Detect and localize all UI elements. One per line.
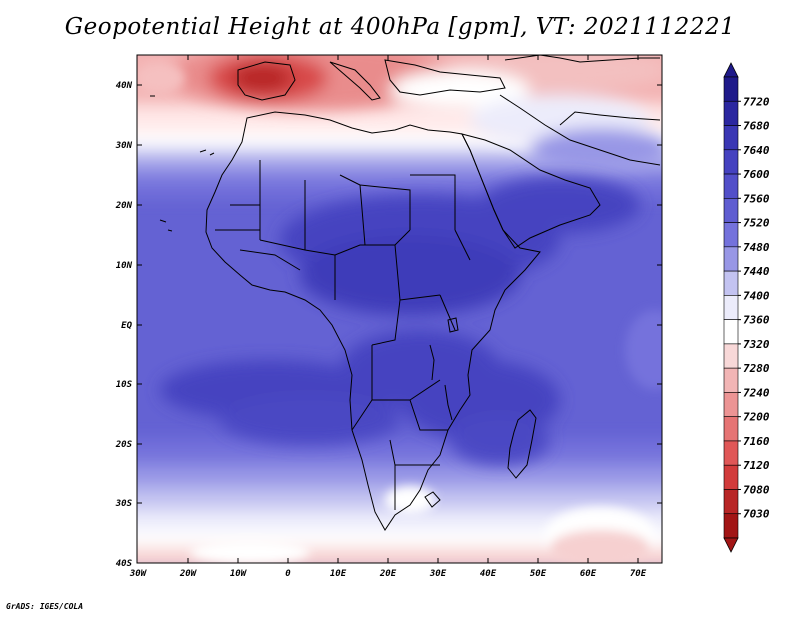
map-frame <box>136 54 663 564</box>
colorbar-label: 7600 <box>743 168 770 181</box>
lon-label: 20E <box>379 569 397 579</box>
lon-label: 70E <box>630 569 647 579</box>
latitude-axis: 40N 30N 20N 10N EQ 10S 20S 30S 40S <box>115 81 662 569</box>
colorbar-label: 7240 <box>743 386 770 399</box>
lat-label: 40S <box>116 559 133 569</box>
lon-label: 10W <box>230 569 248 579</box>
lon-label: 50E <box>530 569 547 579</box>
colorbar-label: 7360 <box>743 314 770 327</box>
colorbar-label: 7030 <box>743 508 770 521</box>
colorbar-swatch <box>723 440 739 466</box>
lat-label: 30S <box>115 499 133 509</box>
colorbar-swatch <box>723 100 739 126</box>
colorbar-label: 7720 <box>743 95 770 108</box>
lon-label: 20W <box>179 569 198 579</box>
colorbar-label: 7160 <box>743 435 770 448</box>
lat-label: 10N <box>116 261 133 271</box>
lat-label: 20N <box>115 201 133 211</box>
lon-label: 0 <box>285 569 291 579</box>
lon-label: 30E <box>429 569 447 579</box>
map-title: Geopotential Height at 400hPa [gpm], VT:… <box>64 14 736 40</box>
lon-label: 40E <box>480 569 497 579</box>
colorbar-label: 7120 <box>743 459 770 472</box>
colorbar-swatch <box>723 173 739 199</box>
colorbar-label: 7560 <box>743 192 770 205</box>
colorbar-swatch <box>723 367 739 393</box>
colorbar-bottom-arrow <box>723 537 739 553</box>
colorbar-label: 7320 <box>743 338 770 351</box>
lon-label: 10E <box>330 569 347 579</box>
colorbar-label: 7440 <box>743 265 770 278</box>
colorbar-swatch <box>723 319 739 345</box>
lat-label: 10S <box>116 380 133 390</box>
colorbar-label: 7640 <box>743 144 770 157</box>
colorbar-swatch <box>723 149 739 175</box>
colorbar-swatch <box>723 489 739 515</box>
colorbar-swatch <box>723 270 739 296</box>
lon-label: 60E <box>580 569 597 579</box>
colorbar-swatch <box>723 246 739 272</box>
colorbar-top-arrow <box>723 62 739 78</box>
coastlines <box>150 55 661 531</box>
colorbar-swatch <box>723 76 739 102</box>
height-field <box>137 55 662 563</box>
colorbar-label: 7280 <box>743 362 770 375</box>
colorbar-label: 7200 <box>743 411 770 424</box>
colorbar-swatch <box>723 416 739 442</box>
colorbar-swatch <box>723 222 739 248</box>
colorbar-swatch <box>723 392 739 417</box>
colorbar-label: 7520 <box>743 217 770 230</box>
colorbar-label: 7480 <box>743 241 770 254</box>
colorbar-swatch <box>723 513 739 539</box>
colorbar-label: 7400 <box>743 289 770 302</box>
lat-label: 30N <box>115 141 133 151</box>
longitude-axis: 30W 20W 10W 0 10E 20E 30E 40E 50E 60E 70… <box>129 55 647 579</box>
lat-label: 20S <box>115 440 133 450</box>
colorbar-swatch <box>723 295 739 320</box>
lon-label: 30W <box>129 569 148 579</box>
colorbar-swatch <box>723 343 739 369</box>
colorbar-label: 7680 <box>743 120 770 133</box>
grads-credit: GrADS: IGES/COLA <box>6 602 84 611</box>
colorbar-swatch <box>723 125 739 151</box>
colorbar-swatch <box>723 198 739 223</box>
colorbar-label: 7080 <box>743 483 770 496</box>
lat-label: 40N <box>116 81 133 91</box>
colorbar: 7720 7680 7640 7600 7560 7520 7480 7440 7400 7360… <box>723 62 770 553</box>
colorbar-swatch <box>723 464 739 490</box>
lat-label: EQ <box>121 321 132 331</box>
